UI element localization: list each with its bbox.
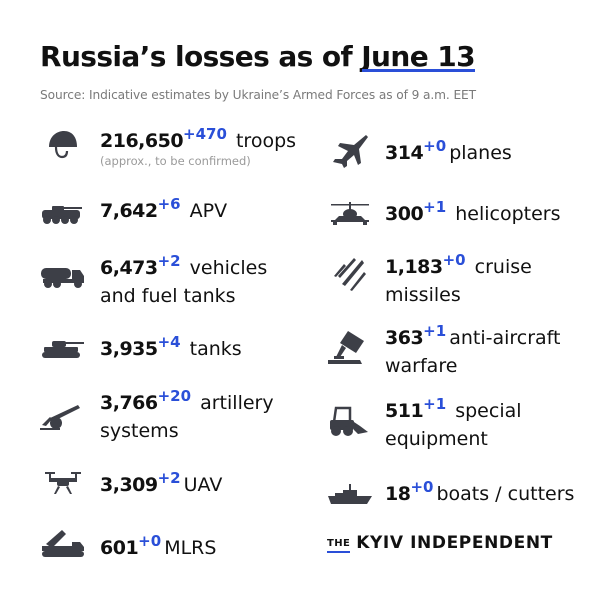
- stat-value: 511: [385, 400, 424, 422]
- stat-value: 1,183: [385, 256, 443, 278]
- stat-label: cruise: [468, 256, 532, 278]
- stat-label: APV: [183, 200, 228, 222]
- stat-value: 7,642: [100, 200, 158, 222]
- stat-label-line2: equipment: [385, 428, 488, 450]
- stat-label: anti-aircraft: [449, 327, 561, 349]
- title-prefix: Russia’s losses as of: [40, 40, 362, 73]
- stat-delta: +1: [423, 395, 447, 413]
- stat-label: vehicles: [183, 257, 268, 279]
- stat-value: 216,650: [100, 130, 184, 152]
- page-title: Russia’s losses as of June 13: [40, 40, 476, 73]
- stat-delta: +470: [183, 125, 227, 143]
- drone-icon: [40, 465, 86, 501]
- source-note: Source: Indicative estimates by Ukraine’…: [40, 88, 476, 102]
- fuel-truck-icon: [40, 259, 86, 295]
- stat-value: 601: [100, 537, 139, 559]
- title-date: June 13: [361, 40, 476, 73]
- loader-icon: [325, 403, 371, 439]
- stat-delta: +2: [157, 469, 181, 487]
- stat-label: artillery: [194, 392, 274, 414]
- stat-value: 3,935: [100, 338, 158, 360]
- stat-delta: +20: [157, 387, 192, 405]
- stat-label: planes: [449, 142, 512, 164]
- logo-the: THE: [327, 537, 351, 553]
- stat-delta: +0: [410, 478, 434, 496]
- stat-label: special: [449, 400, 522, 422]
- stat-label: UAV: [183, 474, 223, 496]
- jet-icon: [327, 133, 373, 169]
- stat-delta: +4: [157, 333, 181, 351]
- stat-value: 363: [385, 327, 424, 349]
- stat-value: 18: [385, 483, 411, 505]
- ship-icon: [327, 477, 373, 513]
- stat-label: troops: [229, 130, 297, 152]
- tank-icon: [40, 331, 86, 367]
- stat-value: 3,309: [100, 474, 158, 496]
- logo-name: KYIV INDEPENDENT: [356, 533, 553, 553]
- stat-delta: +1: [423, 322, 447, 340]
- stat-label-line2: and fuel tanks: [100, 285, 236, 307]
- anti-aircraft-icon: [325, 329, 371, 365]
- stat-delta: +1: [423, 198, 447, 216]
- stat-label: boats / cutters: [436, 483, 575, 505]
- missiles-icon: [327, 256, 373, 292]
- stat-delta: +0: [442, 251, 466, 269]
- stat-value: 3,766: [100, 392, 158, 414]
- stat-note: (approx., to be confirmed): [100, 154, 251, 168]
- stat-value: 300: [385, 203, 424, 225]
- stat-value: 314: [385, 142, 424, 164]
- stat-delta: +0: [138, 532, 162, 550]
- apv-icon: [40, 196, 86, 232]
- artillery-icon: [38, 397, 84, 433]
- stat-label-line2: warfare: [385, 355, 458, 377]
- helmet-icon: [40, 127, 86, 163]
- stat-delta: +0: [423, 137, 447, 155]
- stat-label: helicopters: [449, 203, 561, 225]
- stat-label: MLRS: [164, 537, 217, 559]
- stat-label: tanks: [183, 338, 242, 360]
- kyiv-independent-logo: THE KYIV INDEPENDENT: [327, 533, 553, 553]
- stat-delta: +2: [157, 252, 181, 270]
- helicopter-icon: [327, 196, 373, 232]
- mlrs-icon: [40, 526, 86, 562]
- stat-delta: +6: [157, 195, 181, 213]
- stat-label-line2: missiles: [385, 284, 461, 306]
- stat-label-line2: systems: [100, 420, 179, 442]
- stat-value: 6,473: [100, 257, 158, 279]
